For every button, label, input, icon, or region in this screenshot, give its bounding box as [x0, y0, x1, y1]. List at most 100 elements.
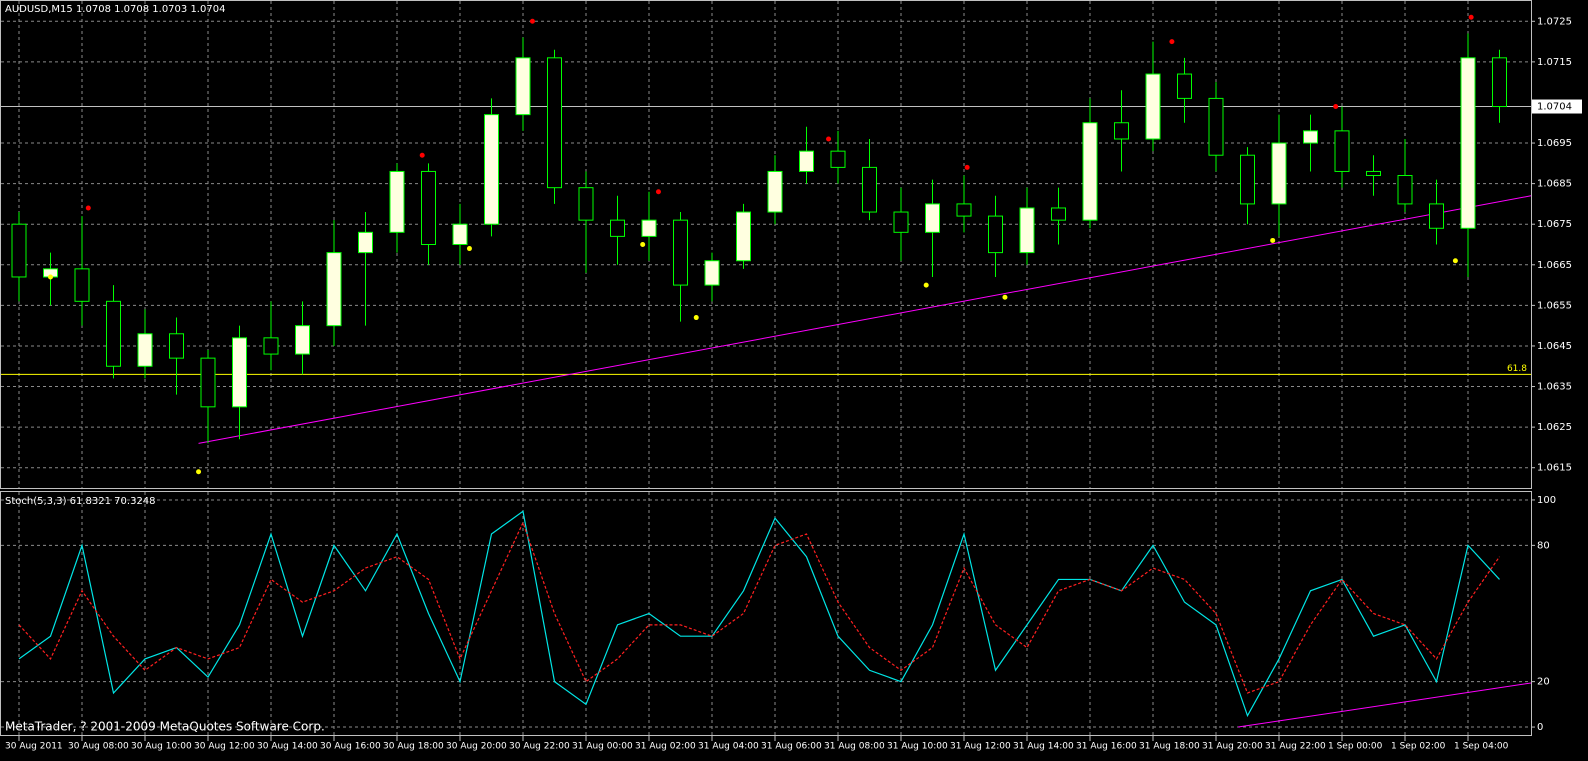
x-tick-label: 30 Aug 12:00	[194, 742, 255, 752]
candle-body	[1334, 130, 1350, 172]
fractal-dot	[466, 246, 472, 252]
x-tick-label: 31 Aug 02:00	[635, 742, 696, 752]
y-tick-label: 20	[1537, 677, 1550, 688]
main-panel-frame	[0, 0, 1532, 489]
candle-body	[389, 170, 405, 233]
x-tick-label: 1 Sep 04:00	[1454, 742, 1509, 752]
x-tick-label: 1 Sep 00:00	[1328, 742, 1383, 752]
fractal-dot	[1270, 237, 1276, 243]
candle-body	[736, 211, 751, 262]
fractal-dot	[48, 274, 53, 280]
candle-body	[232, 337, 247, 408]
stoch-title: Stoch(5,3,3) 61.8321 70.3248	[5, 496, 156, 507]
candle-body	[137, 333, 153, 367]
candle-body	[1019, 207, 1035, 254]
candle-body	[799, 150, 814, 172]
trendline	[1237, 682, 1532, 728]
x-tick-label: 1 Sep 02:00	[1391, 742, 1446, 752]
candle-body	[1271, 142, 1287, 205]
candle-body	[11, 223, 27, 278]
candle-body	[1240, 154, 1255, 205]
fractal-dot	[1002, 294, 1008, 300]
fractal-dot	[826, 136, 832, 142]
candle-body	[106, 300, 121, 367]
candle-body	[578, 187, 594, 221]
copyright: MetaTrader, ? 2001-2009 MetaQuotes Softw…	[5, 720, 325, 734]
candle-body	[767, 170, 783, 213]
x-tick-label: 30 Aug 18:00	[383, 742, 444, 752]
fibo-level-label: 61.8	[1507, 364, 1527, 374]
x-tick-label: 30 Aug 20:00	[446, 742, 507, 752]
candle-body	[1366, 170, 1381, 177]
fractal-dot	[964, 164, 970, 170]
x-tick-label: 31 Aug 16:00	[1076, 742, 1137, 752]
x-tick-label: 31 Aug 06:00	[761, 742, 822, 752]
candle-body	[1492, 57, 1507, 108]
fractal-dot	[85, 205, 91, 211]
candle-body	[1208, 97, 1224, 156]
candle-body	[1397, 175, 1413, 205]
x-tick-label: 31 Aug 00:00	[572, 742, 633, 752]
fractal-dot	[1169, 39, 1175, 45]
candle-body	[704, 260, 720, 286]
y-tick-label: 80	[1537, 540, 1550, 551]
candle-body	[74, 268, 90, 302]
candle-body	[326, 252, 342, 327]
main-title: AUDUSD,M15 1.0708 1.0708 1.0703 1.0704	[5, 4, 225, 15]
fractal-dot	[640, 242, 646, 247]
candle-body	[1145, 73, 1161, 140]
stoch-line	[18, 521, 1500, 694]
candle-body	[1429, 203, 1444, 229]
candle-body	[673, 219, 688, 286]
y-tick-label: 100	[1537, 495, 1556, 506]
candle-body	[1051, 207, 1066, 221]
x-tick-label: 30 Aug 2011	[5, 742, 63, 752]
y-tick-label: 1.0695	[1537, 138, 1572, 149]
x-tick-label: 31 Aug 20:00	[1202, 742, 1263, 752]
y-tick-label: 1.0635	[1537, 382, 1572, 393]
fractal-dot	[693, 315, 699, 321]
x-tick-label: 31 Aug 10:00	[887, 742, 948, 752]
candle-body	[295, 325, 310, 355]
x-tick-label: 30 Aug 08:00	[68, 742, 129, 752]
fractal-dot	[923, 282, 929, 288]
y-tick-label: 1.0675	[1537, 219, 1572, 230]
candle-body	[200, 357, 216, 408]
fractal-dot	[419, 152, 425, 158]
candle-body	[1303, 130, 1318, 144]
y-tick-label: 1.0655	[1537, 300, 1572, 311]
candle-body	[263, 337, 279, 355]
candle-body	[547, 57, 562, 189]
candle-body	[1177, 73, 1192, 99]
candle-body	[988, 215, 1003, 254]
last-price-label: 1.0704	[1537, 102, 1572, 113]
y-tick-label: 1.0625	[1537, 422, 1572, 433]
fractal-dot	[1468, 14, 1474, 20]
candle-body	[515, 57, 531, 116]
candle-body	[1082, 122, 1098, 221]
trendline	[198, 195, 1532, 444]
candle-body	[169, 333, 184, 359]
y-tick-label: 0	[1537, 722, 1543, 733]
candle-body	[1114, 122, 1129, 140]
candle-body	[956, 203, 972, 217]
x-tick-label: 31 Aug 04:00	[698, 742, 759, 752]
last-price-box	[1532, 99, 1582, 114]
x-tick-label: 30 Aug 10:00	[131, 742, 192, 752]
x-tick-label: 30 Aug 14:00	[257, 742, 318, 752]
x-tick-label: 30 Aug 16:00	[320, 742, 381, 752]
candle-body	[421, 170, 436, 245]
candle-body	[641, 219, 657, 237]
y-tick-label: 1.0685	[1537, 179, 1572, 190]
x-tick-label: 30 Aug 22:00	[509, 742, 570, 752]
x-tick-label: 31 Aug 08:00	[824, 742, 885, 752]
fractal-dot	[196, 469, 202, 475]
candle-body	[610, 219, 625, 237]
candle-body	[893, 211, 909, 233]
stoch-panel-frame	[0, 491, 1532, 736]
candle-body	[925, 203, 940, 233]
fractal-dot	[529, 18, 535, 24]
y-tick-label: 1.0615	[1537, 463, 1572, 474]
